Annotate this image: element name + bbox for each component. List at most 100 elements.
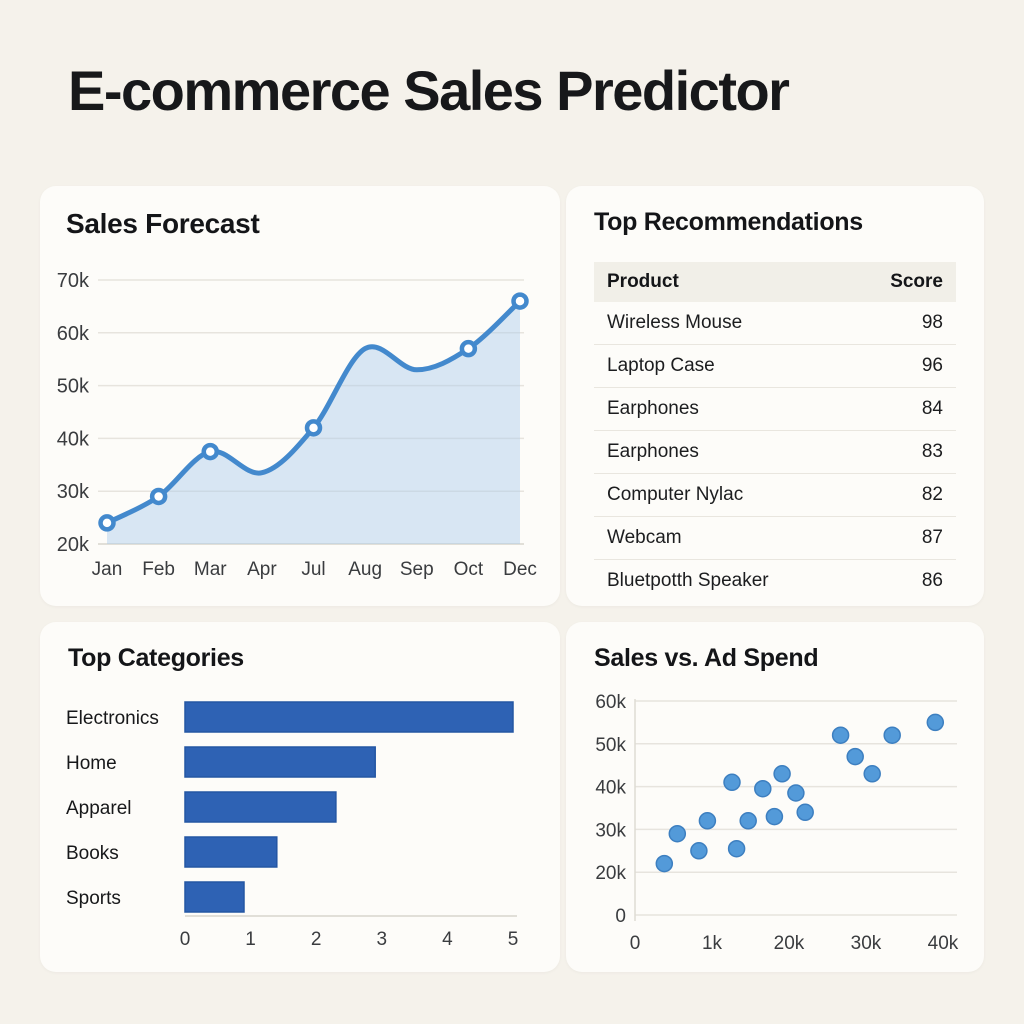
scatter-point	[796, 803, 814, 822]
card-top-categories: Top Categories Electronics Home Apparel Boo…	[40, 622, 560, 972]
recommendations-header-row: Product Score	[594, 262, 956, 302]
scatter-chart: 60k 50k 40k 30k 20k 00 1k 20k 30k 40k	[595, 692, 959, 954]
x-tick-label: 30k	[851, 933, 882, 954]
scatter-point	[655, 854, 674, 873]
x-tick-label: Sep	[400, 559, 434, 580]
scatter-point	[831, 726, 850, 744]
table-row: Earphones 83	[594, 430, 956, 474]
bar-label: Home	[66, 753, 117, 774]
x-tick-label: 4	[442, 929, 453, 950]
x-tick-label: Jan	[92, 559, 123, 580]
x-tick-label: 0	[630, 933, 641, 954]
y-tick-label: 60k	[595, 692, 626, 713]
x-tick-label: 1	[245, 929, 256, 950]
data-point-marker	[98, 514, 116, 532]
table-row: Webcam 87	[594, 516, 956, 560]
x-tick-label: 0	[180, 929, 191, 950]
bar	[184, 746, 376, 778]
sales-forecast-title: Sales Forecast	[66, 208, 260, 239]
x-tick-label: 20k	[774, 933, 805, 954]
card-sales-vs-ad-spend: Sales vs. Ad Spend 60k 50k 40k 30k 20k 0 0 1k 20…	[566, 622, 984, 972]
product-cell: Webcam	[594, 516, 849, 560]
column-header-product: Product	[594, 262, 849, 302]
card-sales-forecast: Sales Forecast 70k 60k 50k 40k 30k 20k Jan Feb M…	[40, 186, 560, 606]
bar-label: Books	[66, 843, 119, 864]
x-tick-label: 5	[508, 929, 519, 950]
score-cell: 87	[848, 516, 956, 560]
bar	[184, 881, 245, 913]
y-tick-label: 60k	[57, 323, 90, 345]
x-tick-label: 1k	[702, 933, 723, 954]
product-cell: Bluetpotth Speaker	[607, 570, 769, 591]
scatter-point	[787, 784, 805, 802]
scatter-point	[668, 824, 687, 843]
y-tick-label: 0	[615, 906, 626, 927]
card-top-recommendations: Top Recommendations Product Score Wireles…	[566, 186, 984, 606]
bar-label: Apparel	[66, 798, 132, 819]
y-tick-label: 50k	[595, 735, 626, 756]
score-cell: 83	[848, 430, 956, 474]
y-tick-label: 50k	[57, 376, 90, 398]
bar	[184, 836, 278, 868]
x-tick-label: 40k	[928, 933, 959, 954]
x-tick-label: Apr	[247, 559, 277, 580]
bar-label: Sports	[66, 888, 121, 909]
table-row: Laptop Case 96	[594, 344, 956, 388]
table-row: Wireless Mouse 98	[594, 302, 956, 345]
x-tick-label: 3	[377, 929, 388, 950]
column-header-score: Score	[848, 262, 956, 302]
table-row: Computer Nylac 82	[594, 473, 956, 517]
scatter-point	[863, 765, 881, 783]
scatter-point	[846, 747, 864, 766]
y-tick-label: 40k	[595, 778, 626, 799]
scatter-point	[883, 726, 901, 744]
page-title: E-commerce Sales Predictor	[68, 59, 790, 122]
y-tick-label: 30k	[57, 481, 90, 503]
score-cell: 86	[921, 570, 943, 591]
y-tick-label: 20k	[595, 863, 626, 884]
table-row: Bluetpotth Speaker 86	[594, 560, 956, 603]
data-point-marker	[511, 292, 529, 310]
top-categories-chart: Electronics Home Apparel Books Sports 0 1 2 3 4 5	[66, 701, 519, 950]
scatter-point	[727, 839, 746, 858]
scatter-title: Sales vs. Ad Spend	[594, 644, 819, 672]
y-tick-label: 30k	[595, 820, 626, 841]
scatter-point	[926, 713, 945, 732]
score-cell: 98	[848, 302, 956, 345]
scatter-point	[773, 765, 791, 783]
area-fill	[107, 301, 520, 544]
y-tick-label: 40k	[57, 428, 90, 450]
data-point-marker	[201, 442, 219, 461]
product-cell: Earphones	[594, 430, 849, 474]
scatter-point	[765, 807, 784, 826]
data-point-marker	[459, 339, 478, 358]
table-row: Earphones 84	[594, 387, 956, 431]
data-point-marker	[149, 487, 168, 506]
scatter-point	[723, 773, 741, 792]
x-tick-label: Aug	[348, 559, 382, 580]
bar	[184, 701, 514, 733]
x-tick-label: Feb	[142, 559, 175, 580]
recommendations-table: Product Score Wireless Mouse 98 Laptop Case…	[594, 262, 956, 602]
scatter-point	[690, 842, 708, 860]
product-cell: Computer Nylac	[594, 473, 849, 517]
bar-label: Electronics	[66, 708, 159, 729]
y-tick-label: 20k	[57, 534, 90, 556]
product-cell: Laptop Case	[594, 344, 849, 388]
data-point-marker	[304, 419, 323, 437]
score-cell: 84	[848, 387, 956, 431]
x-tick-label: 2	[311, 929, 322, 950]
recommendations-table-body: Wireless Mouse 98 Laptop Case 96 Earphones 84…	[594, 302, 956, 602]
product-cell: Earphones	[594, 387, 849, 431]
bar	[184, 791, 337, 823]
score-cell: 96	[848, 344, 956, 388]
x-tick-label: Jul	[301, 559, 325, 580]
recommendations-title: Top Recommendations	[594, 208, 863, 236]
x-tick-label: Dec	[503, 559, 537, 580]
x-tick-label: Oct	[454, 559, 484, 580]
y-tick-label: 70k	[57, 270, 90, 292]
x-tick-label: Mar	[194, 559, 227, 580]
score-cell: 82	[848, 473, 956, 517]
scatter-point	[739, 812, 757, 830]
